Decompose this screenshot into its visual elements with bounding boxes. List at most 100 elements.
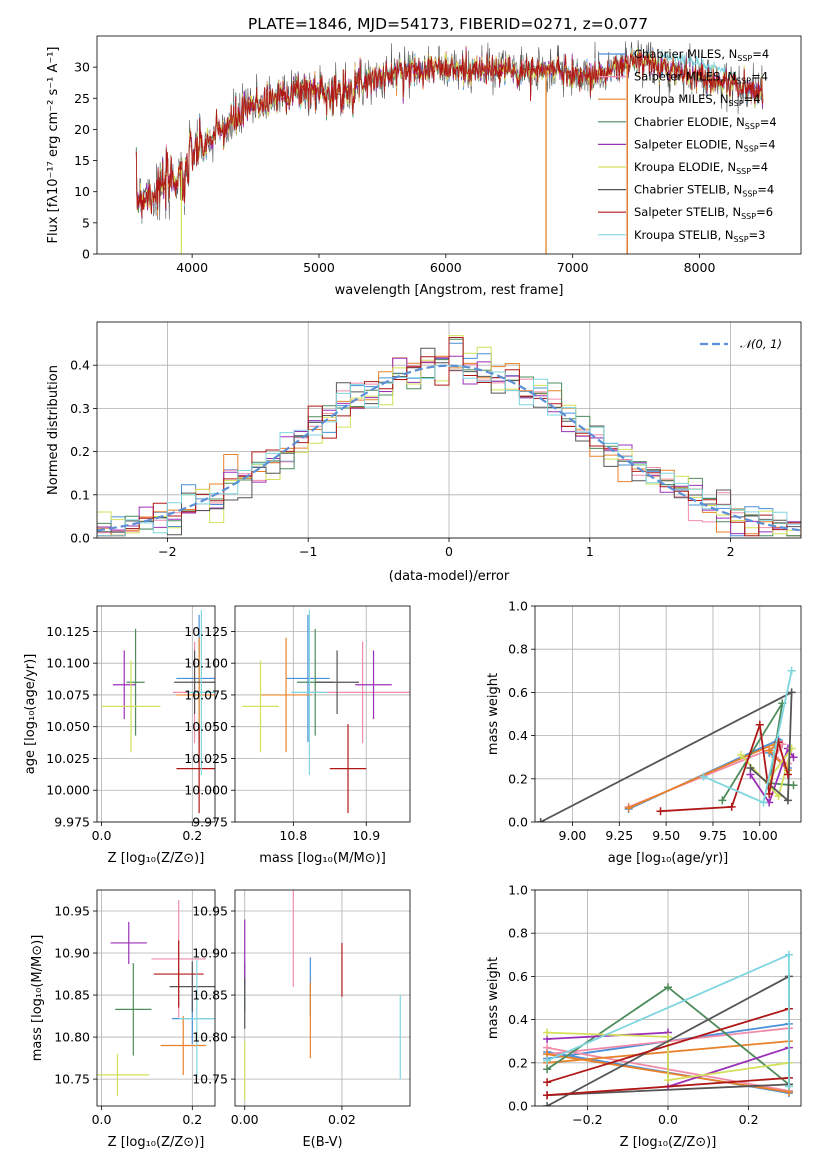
y-tick-label: 0.3 xyxy=(70,401,90,416)
y-tick-label: 10.85 xyxy=(54,988,90,1003)
x-axis-label: mass [log₁₀(M/M⊙)] xyxy=(259,851,386,866)
weight-marker-kroupa_elodie xyxy=(737,751,746,760)
axes-frame xyxy=(234,605,411,823)
y-tick-label: 10.90 xyxy=(192,946,228,961)
x-tick-label: 8000 xyxy=(684,260,716,275)
weight-marker-salpeter_stelib xyxy=(656,807,665,816)
x-tick-label: 0.2 xyxy=(182,1112,202,1127)
weight-marker-kroupa_elodie xyxy=(664,1076,672,1085)
x-axis-label: wavelength [Angstrom, rest frame] xyxy=(335,283,564,298)
x-tick-label: 0.0 xyxy=(92,1112,112,1127)
histograms xyxy=(97,335,801,537)
y-tick-label: 10.075 xyxy=(46,687,90,702)
axes-frame xyxy=(96,605,216,823)
errorbars xyxy=(244,890,401,1101)
figure-title: PLATE=1846, MJD=54173, FIBERID=0271, z=0… xyxy=(248,15,648,33)
x-axis-label: age [log₁₀(age/yr)] xyxy=(608,851,729,866)
y-tick-label: 1.0 xyxy=(508,883,528,898)
weight-marker-kroupa_stelib xyxy=(787,666,796,675)
axes-frame xyxy=(96,35,802,255)
errorbars xyxy=(101,609,215,814)
y-tick-label: 9.975 xyxy=(54,815,90,830)
weight-marker-chabrier_elodie xyxy=(543,1065,552,1074)
y-tick-label: 10.95 xyxy=(192,904,228,919)
weight-marker-kroupa_elodie xyxy=(543,1028,552,1037)
x-tick-label: 0.02 xyxy=(328,1112,356,1127)
legend-entry: Kroupa MILES, NSSP=4 xyxy=(634,92,760,108)
x-axis-label: Z [log₁₀(Z/Z⊙)] xyxy=(108,851,205,866)
weight-marker-chabrier_stelib xyxy=(543,1102,552,1106)
x-tick-label: 7000 xyxy=(557,260,589,275)
x-tick-label: 10.00 xyxy=(742,828,778,843)
y-tick-label: 10.125 xyxy=(184,624,228,639)
histogram-kroupa_stelib xyxy=(97,365,801,537)
y-tick-label: 0.1 xyxy=(70,487,90,502)
y-axis-label: Normed distribution xyxy=(46,365,61,495)
y-tick-label: 20 xyxy=(74,122,90,137)
y-tick-label: 1.0 xyxy=(508,599,528,614)
y-tick-label: 10 xyxy=(74,184,90,199)
y-tick-label: 0.4 xyxy=(508,728,528,743)
legend-entry: Salpeter MILES, NSSP=4 xyxy=(634,70,768,86)
legend-entry: Kroupa STELIB, NSSP=3 xyxy=(634,228,765,244)
weight-marker-chabrier_elodie xyxy=(664,983,672,992)
y-tick-label: 10.000 xyxy=(184,783,228,798)
y-tick-label: 10.90 xyxy=(54,946,90,961)
weight-marker-chabrier_stelib xyxy=(783,796,792,805)
x-tick-label: 10.8 xyxy=(279,828,307,843)
y-tick-label: 10.80 xyxy=(192,1030,228,1045)
errorbars xyxy=(97,900,215,1096)
weight-marker-chabrier_stelib xyxy=(787,688,796,697)
weight-marker-kroupa_stelib xyxy=(759,798,768,807)
spectrum-series-salpeter_stelib xyxy=(135,50,764,219)
legend-entry: Chabrier MILES, NSSP=4 xyxy=(634,47,769,63)
x-tick-label: 4000 xyxy=(176,260,208,275)
age_vs_Z-panel: 0.0 0.2 9.975 10.000 10.025 10.050 10.075 10.10… xyxy=(23,605,216,866)
y-tick-label: 0 xyxy=(82,247,90,262)
weight-marker-salpeter_elodie xyxy=(789,753,798,762)
axes-frame xyxy=(96,321,802,539)
axes-frame xyxy=(96,889,216,1107)
weight_vs_Z-panel: −0.2 0.0 0.2 0.0 0.2 0.4 0.6 0.8 1.0 Z [log₁₀(Z/Z… xyxy=(486,883,802,1150)
x-axis-label: Z [log₁₀(Z/Z⊙)] xyxy=(108,1135,205,1150)
weight-marker-chabrier_stelib xyxy=(746,764,755,772)
y-tick-label: 0.2 xyxy=(508,1055,528,1070)
x-tick-label: 0.0 xyxy=(92,828,112,843)
x-tick-label: 9.00 xyxy=(559,828,587,843)
weight-marker-salpeter_stelib xyxy=(543,1078,552,1087)
residuals-panel: −2 −1 0 1 2 0.0 0.1 0.2 0.3 0.4 (data-model)/error… xyxy=(46,321,802,584)
y-tick-label: 10.025 xyxy=(46,751,90,766)
spectrum-panel: 4000 5000 6000 7000 8000 0 5 10 15 20 25 30 waveleng… xyxy=(46,35,802,298)
y-tick-label: 15 xyxy=(74,153,90,168)
y-tick-label: 0.8 xyxy=(508,926,528,941)
y-tick-label: 0.2 xyxy=(70,444,90,459)
weight-marker-chabrier_elodie xyxy=(718,796,727,805)
weight-marker-chabrier_elodie xyxy=(789,781,798,790)
weight-marker-salpeter_stelib xyxy=(783,770,792,779)
weight-marker-kroupa_stelib xyxy=(543,1056,552,1065)
y-tick-label: 0.0 xyxy=(70,531,90,546)
x-tick-label: 0.00 xyxy=(231,1112,259,1127)
legend-entry: 𝒩(0, 1) xyxy=(740,337,782,351)
axes-frame xyxy=(234,889,411,1107)
weight-line-chabrier_stelib xyxy=(540,690,793,822)
y-tick-label: 0.6 xyxy=(508,685,528,700)
y-tick-label: 0.6 xyxy=(508,969,528,984)
weight-marker-kroupa_miles xyxy=(624,803,633,812)
y-tick-label: 10.075 xyxy=(184,687,228,702)
y-tick-label: 0.0 xyxy=(508,815,528,830)
weight-lines xyxy=(536,666,798,822)
y-tick-label: 10.85 xyxy=(192,988,228,1003)
weight-marker-salpeter_stelib xyxy=(727,802,736,811)
y-tick-label: 25 xyxy=(74,91,90,106)
weight-lines xyxy=(543,950,793,1106)
legend-entry: Kroupa ELODIE, NSSP=4 xyxy=(634,160,768,176)
y-tick-label: 0.0 xyxy=(508,1099,528,1114)
x-tick-label: 9.25 xyxy=(605,828,633,843)
y-tick-label: 10.80 xyxy=(54,1030,90,1045)
y-tick-label: 0.4 xyxy=(70,358,90,373)
weight-marker-chabrier_stelib xyxy=(536,818,545,822)
y-tick-label: 9.975 xyxy=(192,815,228,830)
y-tick-label: 10.000 xyxy=(46,783,90,798)
